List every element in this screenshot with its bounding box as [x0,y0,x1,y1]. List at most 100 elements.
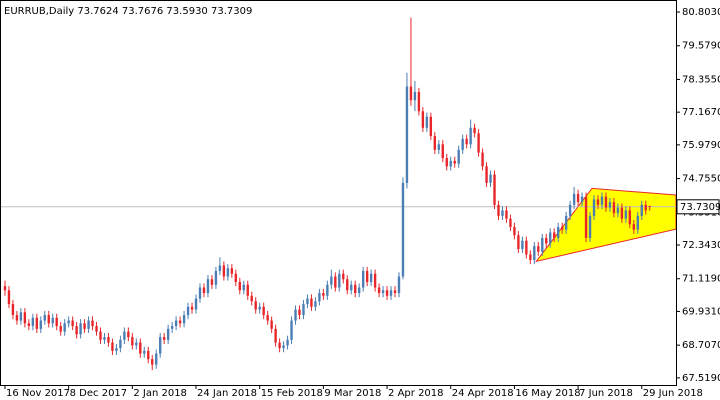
candle-body [572,193,576,205]
candle-body [143,350,146,354]
candle-body [338,273,341,288]
candle-body [592,199,596,216]
candle-body [616,207,620,214]
candle-body [139,342,142,354]
x-tick-label: 9 Mar 2018 [324,388,381,399]
candle-body [505,210,508,219]
candle-body [477,133,480,153]
candle-body [361,270,365,288]
candle-body [47,315,50,324]
candle-body [457,149,460,164]
candle-body [481,152,484,167]
candle-body [393,290,397,294]
candle-body [453,160,456,164]
y-tick-label: 79.5790 [682,41,720,52]
candle-body [584,196,588,238]
candle-body [489,174,492,183]
candle-body [286,339,289,346]
x-tick-label: 16 Nov 2017 [6,388,70,399]
y-tick-label: 75.9790 [682,140,720,151]
candle-body [517,235,520,249]
x-tick-label: 24 Apr 2018 [452,388,514,399]
candle-body [186,306,190,316]
candle-body [250,295,253,302]
candle-body [131,337,134,346]
x-tick-label: 15 Feb 2018 [261,388,323,399]
candle-body [632,224,636,230]
candle-body [19,312,23,321]
plot-area [1,17,676,371]
candle-body [640,204,643,216]
candle-body [377,287,381,294]
candle-body [604,196,608,208]
candle-body [405,86,409,183]
candle-body [258,306,261,310]
candle-body [330,276,333,285]
y-tick-label: 74.7550 [682,174,720,185]
candle-body [409,86,413,101]
candle-body [7,290,11,305]
candle-body [103,337,106,340]
candle-body [294,309,297,321]
candle-body [381,290,385,294]
candle-body [537,246,540,252]
candle-body [246,284,249,296]
candle-body [525,240,528,255]
candle-body [302,304,305,316]
candle-body [51,317,54,324]
candle-body [202,287,206,294]
candle-body [282,345,285,349]
candle-body [497,204,500,216]
candle-body [182,315,186,324]
candle-body [55,317,58,327]
candle-body [290,320,293,340]
candle-body [357,287,361,294]
candle-body [564,215,568,230]
candle-body [35,317,39,329]
candle-body [326,284,329,296]
y-tick-label: 69.9310 [682,306,720,317]
candle-body [242,284,245,291]
candle-body [449,160,452,167]
candle-body [513,226,516,236]
candle-body [556,226,560,238]
candle-body [262,306,265,316]
candle-body [580,196,584,203]
current-price-box [676,199,720,215]
candle-body [31,317,35,327]
candle-body [596,199,600,205]
candle-body [111,342,114,351]
candle-body [155,353,158,365]
candle-body [162,337,166,340]
candle-body [553,232,556,238]
candle-body [485,166,488,183]
candle-body [178,320,182,324]
candle-body [365,270,369,283]
plot-frame [0,0,677,386]
candle-body [75,326,78,335]
candle-body [644,204,647,211]
candle-body [624,210,628,219]
candle-body [533,246,536,260]
candle-body [612,202,616,214]
candle-body [190,306,194,310]
candle-body [421,111,425,128]
candle-body [43,315,46,321]
y-tick-label: 80.8030 [682,7,720,18]
candle-body [119,339,122,349]
candle-body [234,273,238,283]
candle-body [270,320,273,329]
candle-body [159,337,162,354]
candle-body [521,240,524,249]
candle-body [314,301,317,307]
candle-body [306,298,309,305]
y-tick-label: 78.3550 [682,74,720,85]
candle-body [63,323,66,332]
candle-body [166,328,170,340]
candle-body [401,182,405,277]
candle-body [210,279,214,285]
y-tick-label: 77.1670 [682,107,720,118]
candle-body [369,273,373,283]
x-tick-label: 2 Jan 2018 [133,388,187,399]
y-tick-label: 71.1190 [682,274,720,285]
